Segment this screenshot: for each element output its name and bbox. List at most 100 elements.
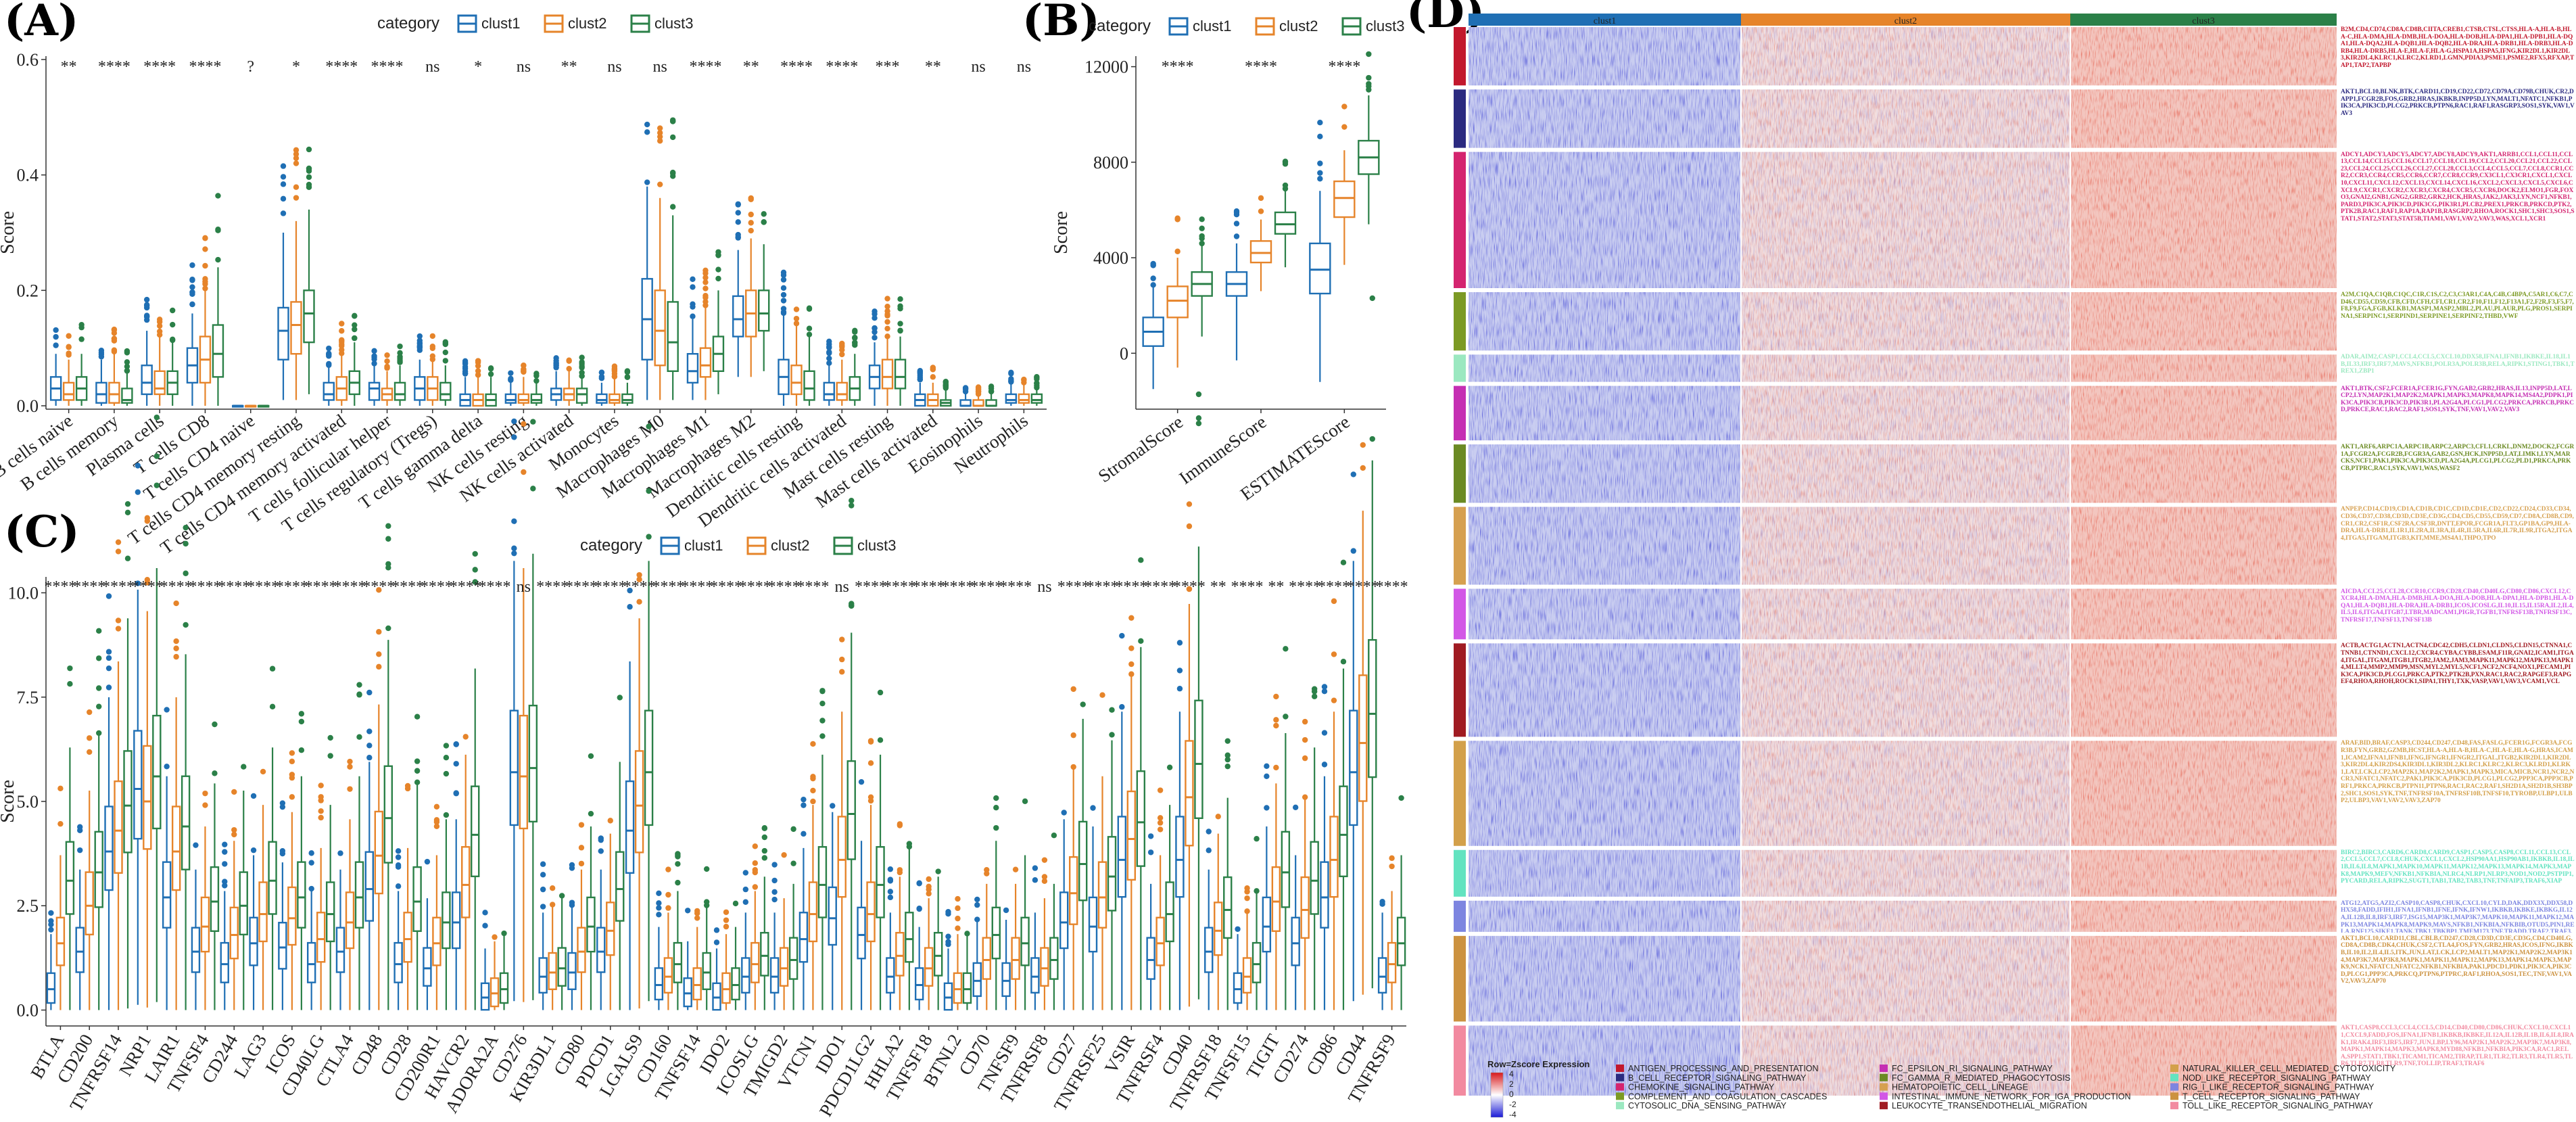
outlier-point <box>472 551 478 557</box>
row-annotation-chemokine_signaling_pathway <box>1454 151 1466 288</box>
outlier-point <box>1264 763 1270 770</box>
box-clust1 <box>1005 369 1018 406</box>
row-annotation-antigen_processing_and_presentation <box>1454 27 1466 86</box>
box-clust3 <box>1339 559 1348 1010</box>
outlier-point <box>702 294 709 301</box>
box-iqr <box>1233 972 1243 1004</box>
outlier-point <box>1186 523 1193 530</box>
box-iqr <box>471 785 480 878</box>
box-clust3 <box>75 321 88 406</box>
box-iqr <box>557 947 567 987</box>
pathway-legend-key <box>1880 1102 1888 1110</box>
outlier-point <box>1119 704 1125 710</box>
outlier-point <box>1321 684 1328 690</box>
y-tick-label: 8000 <box>1093 153 1128 172</box>
outlier-point <box>780 298 787 304</box>
outlier-point <box>1369 436 1375 442</box>
outlier-point <box>308 860 314 866</box>
outlier-point <box>1195 391 1202 398</box>
heatmap-texture <box>1741 849 2070 897</box>
heatmap-texture <box>1741 741 2070 846</box>
box-iqr <box>1271 866 1281 932</box>
box-clust3 <box>644 423 654 1002</box>
outlier-point <box>352 326 358 333</box>
pathway-legend-label: FC_EPSILON_RI_SIGNALING_PATHWAY <box>1892 1064 2053 1073</box>
outlier-point <box>183 524 189 531</box>
outlier-point <box>366 743 373 749</box>
box-iqr <box>316 912 326 963</box>
outlier-point <box>839 669 845 675</box>
box-clust2 <box>654 125 666 400</box>
box-clust2 <box>258 768 268 1010</box>
box-iqr <box>403 912 412 963</box>
box-iqr <box>731 967 740 1001</box>
heatmap-block: AKT1,ARF6,ARPC1A,ARPC1B,ARPC2,ARPC3,CFL1… <box>1454 444 2574 503</box>
outlier-point <box>124 363 130 370</box>
significance-label: **** <box>970 578 1003 596</box>
box-iqr <box>1310 841 1319 915</box>
legend-label-clust1: clust1 <box>481 15 520 32</box>
box-clust3 <box>667 117 679 400</box>
outlier-point <box>1150 262 1156 268</box>
box-iqr <box>732 295 744 337</box>
outlier-point <box>53 327 59 333</box>
gene-list-text: ADAR,AIM2,CASP1,CCL4,CCL5,CXCL10,DDX58,I… <box>2341 354 2575 375</box>
outlier-point <box>222 883 228 889</box>
outlier-point <box>579 373 585 379</box>
outlier-point <box>385 536 391 542</box>
box-iqr <box>171 805 181 891</box>
heatmap-block: ANPEP,CD14,CD19,CD1A,CD1B,CD1C,CD1D,CD1E… <box>1454 506 2574 585</box>
box-clust3 <box>499 930 509 1010</box>
outlier-point <box>511 545 517 551</box>
box-clust1 <box>220 841 229 1010</box>
box-clust2 <box>721 909 731 1010</box>
legend-label-clust2: clust2 <box>1279 18 1318 34</box>
box-clust2 <box>519 421 529 1002</box>
outlier-point <box>366 689 373 696</box>
box-clust2 <box>745 195 757 377</box>
box-iqr <box>933 931 943 977</box>
row-annotation-cytosolic_dna_sensing_pathway <box>1454 354 1466 382</box>
outlier-point <box>289 750 295 756</box>
outlier-point <box>1331 697 1337 703</box>
box-iqr <box>504 393 517 404</box>
pathway-legend-label: T_CELL_RECEPTOR_SIGNALING_PATHWAY <box>2183 1092 2360 1101</box>
outlier-point <box>443 755 450 761</box>
outlier-point <box>416 343 423 349</box>
significance-label: ** <box>61 58 77 76</box>
outlier-point <box>735 233 741 240</box>
outlier-point <box>183 622 189 628</box>
outlier-point <box>173 653 179 660</box>
box-clust3 <box>849 327 861 406</box>
outlier-point <box>105 665 112 672</box>
outlier-point <box>462 734 469 740</box>
outlier-point <box>748 211 754 218</box>
outlier-point <box>1369 295 1375 302</box>
zscore-tick: -4 <box>1509 1110 1517 1119</box>
box-iqr <box>509 709 519 826</box>
outlier-point <box>442 349 449 356</box>
box-clust1 <box>1146 833 1155 1010</box>
outlier-point <box>144 515 151 521</box>
outlier-point <box>339 350 345 356</box>
significance-label: **** <box>218 578 250 596</box>
outlier-point <box>384 358 390 365</box>
box-iqr <box>1358 674 1368 802</box>
group-bar-clust1 <box>1469 14 1741 26</box>
box-iqr <box>905 912 914 963</box>
box-iqr <box>393 381 406 401</box>
outlier-point <box>962 386 969 392</box>
outlier-point <box>306 146 312 153</box>
y-tick-label: 5.0 <box>17 792 39 812</box>
row-annotation-b_cell_receptor_signaling_pathway <box>1454 89 1466 148</box>
significance-label: **** <box>652 578 684 596</box>
box-clust3 <box>528 419 538 1000</box>
box-clust1 <box>641 121 653 400</box>
box-clust2 <box>750 843 760 1010</box>
outlier-point <box>78 321 85 328</box>
box-iqr <box>808 881 818 943</box>
box-iqr <box>1387 941 1397 983</box>
outlier-point <box>385 625 391 632</box>
outlier-point <box>339 343 345 349</box>
pathway-legend-label: LEUKOCYTE_TRANSENDOTHELIAL_MIGRATION <box>1892 1101 2087 1111</box>
